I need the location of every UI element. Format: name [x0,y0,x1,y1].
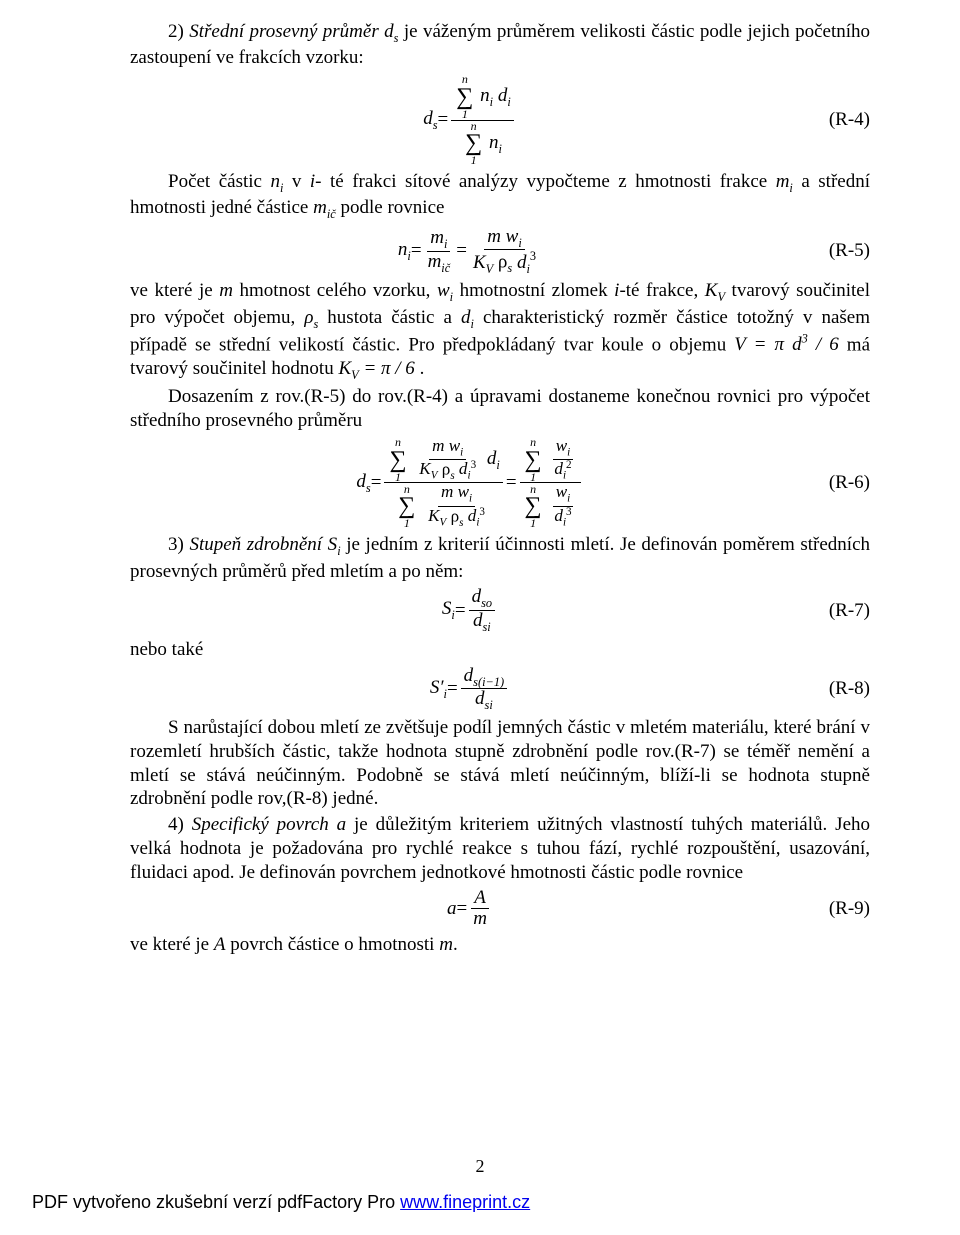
eq-r5-label: (R-5) [810,239,870,263]
equation-r8: S′i = ds(i−1) dsi (R-8) [130,666,870,713]
eq4-lhs: ds [423,107,437,133]
para-3: ve které je m hmotnost celého vzorku, wi… [130,279,870,383]
eq-r7-body: Si = dso dsi [130,587,810,634]
eq-r9-body: a = A m [130,888,810,929]
p3-kv: KV [705,280,725,301]
eq-r6-label: (R-6) [810,471,870,495]
p2b: v [283,171,310,192]
eq7-lhs: Si [442,597,455,623]
p3a: ve které je [130,280,219,301]
eq-r8-label: (R-8) [810,677,870,701]
p9-m: m [439,934,453,955]
para-8: 4) Specifický povrch a je důležitým krit… [130,813,870,884]
p9c: . [453,934,458,955]
eq-r8-body: S′i = ds(i−1) dsi [130,666,810,713]
eq5-eq2: = [456,239,467,263]
eq5-f2: m wi KV ρs di3 [470,227,539,276]
para-9: ve které je A povrch částice o hmotnosti… [130,933,870,957]
p3b: hmotnost celého vzorku, [233,280,437,301]
p8a: 4) [168,814,192,835]
eq4-bot2: 1 [471,155,477,166]
p2-ni: ni [270,171,283,192]
eq5-f1: mi mič [425,228,454,275]
eq4-frac: n∑1 ni di n∑1 ni [451,74,513,166]
eq8-frac: ds(i−1) dsi [461,666,507,713]
p2-mi: mi [776,171,793,192]
eq-r9-label: (R-9) [810,897,870,921]
eq-r5-body: ni = mi mič = m wi KV ρs di3 [130,227,810,276]
equation-r6: ds = n∑1 m wi KV ρs di3 di n∑1 m wi KV ρ… [130,437,870,530]
p3-di: di [461,307,474,328]
p1-term: Střední prosevný průměr d [189,21,393,42]
p9-A: A [214,934,226,955]
p3i: . [415,358,425,379]
p2e: podle rovnice [336,197,445,218]
eq9-lhs: a [447,897,457,921]
eq5-eq1: = [411,239,422,263]
eq8-eq: = [447,677,458,701]
eq6-f2: n∑1 wi di2 n∑1 wi di3 [520,437,581,530]
para-5: 3) Stupeň zdrobnění Si je jedním z krite… [130,533,870,583]
p2-mic: mič [313,197,336,218]
p2c: - té frakci sítové analýzy vypočteme z h… [315,171,776,192]
equation-r4: ds = n∑1 ni di n∑1 ni (R-4) [130,74,870,166]
p3-m: m [219,280,233,301]
p5b: Stupeň zdrobnění S [189,534,337,555]
eq7-eq: = [455,599,466,623]
p3-wi: wi [437,280,453,301]
p3-kv6: KV = π / 6 [338,358,414,379]
footer: PDF vytvořeno zkušební verzí pdfFactory … [32,1191,530,1214]
equation-r7: Si = dso dsi (R-7) [130,587,870,634]
page-number: 2 [0,1155,960,1178]
eq-r7-label: (R-7) [810,599,870,623]
p3-rho: ρs [304,307,318,328]
eq6-lhs: ds [356,470,370,496]
p9a: ve které je [130,934,214,955]
footer-text: PDF vytvořeno zkušební verzí pdfFactory … [32,1192,400,1212]
para-7: S narůstající dobou mletí ze zvětšuje po… [130,716,870,811]
eq-r4-body: ds = n∑1 ni di n∑1 ni [130,74,810,166]
p3-vol: V = π d3 / 6 [734,334,838,355]
p2a: Počet částic [168,171,270,192]
page-container: 2) Střední prosevný průměr ds je váženým… [0,0,960,1235]
p8b: Specifický povrch a [192,814,346,835]
eq4-bot: 1 [462,109,468,120]
eq8-lhs: S′i [430,676,447,702]
eq6-f1: n∑1 m wi KV ρs di3 di n∑1 m wi KV ρs di3 [384,437,502,530]
p1-num: 2) [168,21,189,42]
para-1: 2) Střední prosevný průměr ds je váženým… [130,20,870,70]
para-4: Dosazením z rov.(R-5) do rov.(R-4) a úpr… [130,385,870,433]
p3d: -té frakce, [619,280,704,301]
eq9-eq: = [457,897,468,921]
p3c: hmotnostní zlomek [453,280,614,301]
p5a: 3) [168,534,189,555]
p9b: povrch částice o hmotnosti [225,934,439,955]
eq-r6-body: ds = n∑1 m wi KV ρs di3 di n∑1 m wi KV ρ… [130,437,810,530]
eq4-equals: = [438,108,449,132]
para-2: Počet částic ni v i- té frakci sítové an… [130,170,870,222]
footer-link[interactable]: www.fineprint.cz [400,1192,530,1212]
eq6-eq2: = [506,471,517,495]
equation-r5: ni = mi mič = m wi KV ρs di3 (R-5) [130,227,870,276]
equation-r9: a = A m (R-9) [130,888,870,929]
eq-r4-label: (R-4) [810,108,870,132]
p3f: hustota částic a [318,307,461,328]
eq9-frac: A m [470,888,490,929]
eq7-frac: dso dsi [469,587,495,634]
eq5-lhs: ni [398,238,411,264]
para-6: nebo také [130,638,870,662]
eq6-eq1: = [371,471,382,495]
